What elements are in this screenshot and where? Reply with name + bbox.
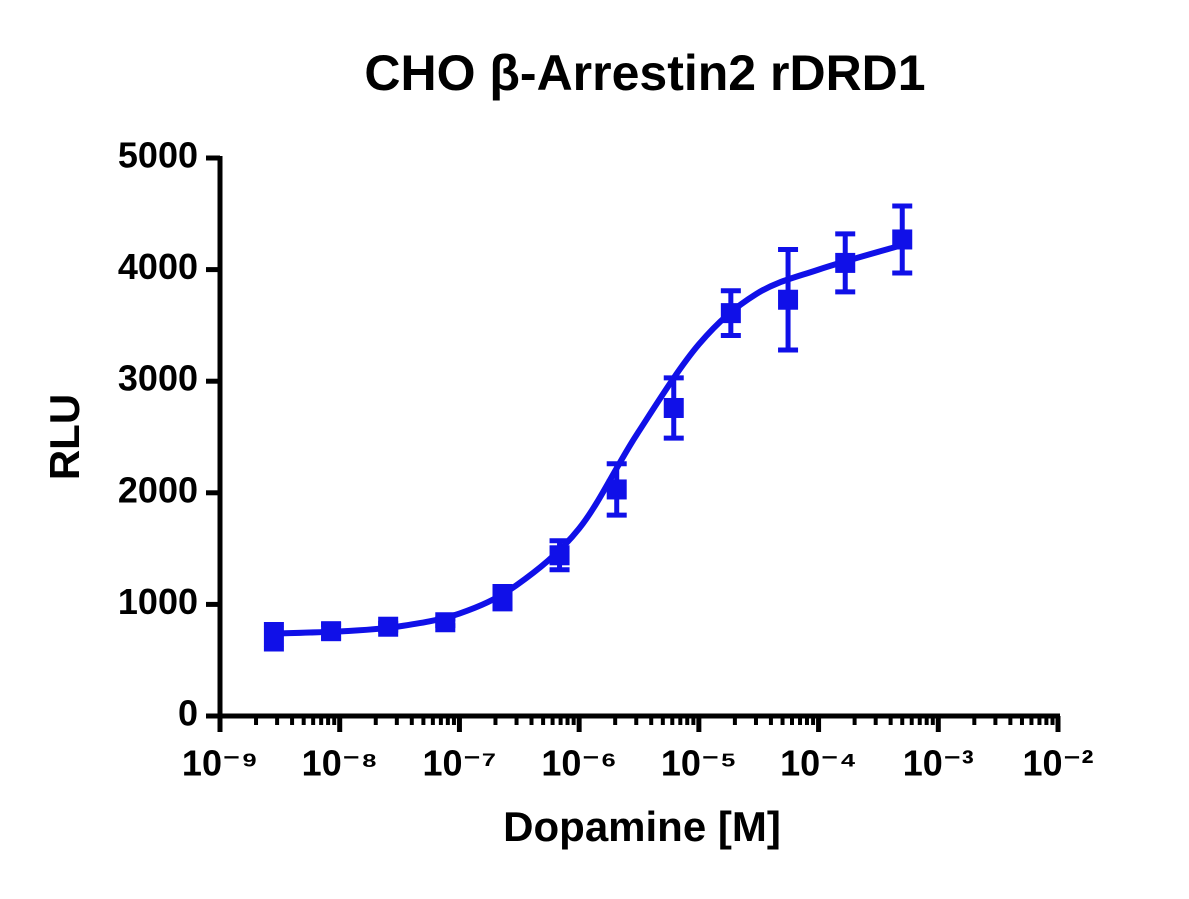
x-axis-label: Dopamine [M] [503, 803, 781, 850]
data-point [778, 289, 799, 310]
y-tick-label: 1000 [118, 581, 198, 622]
data-point [663, 397, 684, 418]
data-point [492, 587, 513, 608]
data-point [892, 229, 913, 250]
x-tick-label: 10⁻² [1022, 743, 1093, 784]
x-tick-label: 10⁻⁸ [302, 743, 378, 784]
fit-curve [277, 242, 904, 637]
data-point [263, 626, 284, 647]
data-point [435, 612, 456, 633]
x-tick-label: 10⁻⁷ [422, 743, 496, 784]
chart-title: CHO β-Arrestin2 rDRD1 [364, 45, 925, 101]
data-point [549, 545, 570, 566]
y-tick-label: 3000 [118, 358, 198, 399]
x-tick-label: 10⁻⁴ [780, 743, 857, 784]
data-point [321, 621, 342, 642]
y-axis-label: RLU [41, 394, 88, 480]
x-tick-label: 10⁻⁵ [661, 743, 737, 784]
data-point [606, 479, 627, 500]
y-tick-label: 0 [178, 693, 198, 734]
x-tick-label: 10⁻⁹ [182, 743, 258, 784]
y-tick-label: 5000 [118, 135, 198, 176]
x-tick-label: 10⁻⁶ [541, 743, 617, 784]
data-point [378, 616, 399, 637]
y-tick-label: 2000 [118, 469, 198, 510]
x-tick-label: 10⁻³ [903, 743, 974, 784]
y-tick-label: 4000 [118, 246, 198, 287]
data-point [720, 303, 741, 324]
data-point [835, 252, 856, 273]
